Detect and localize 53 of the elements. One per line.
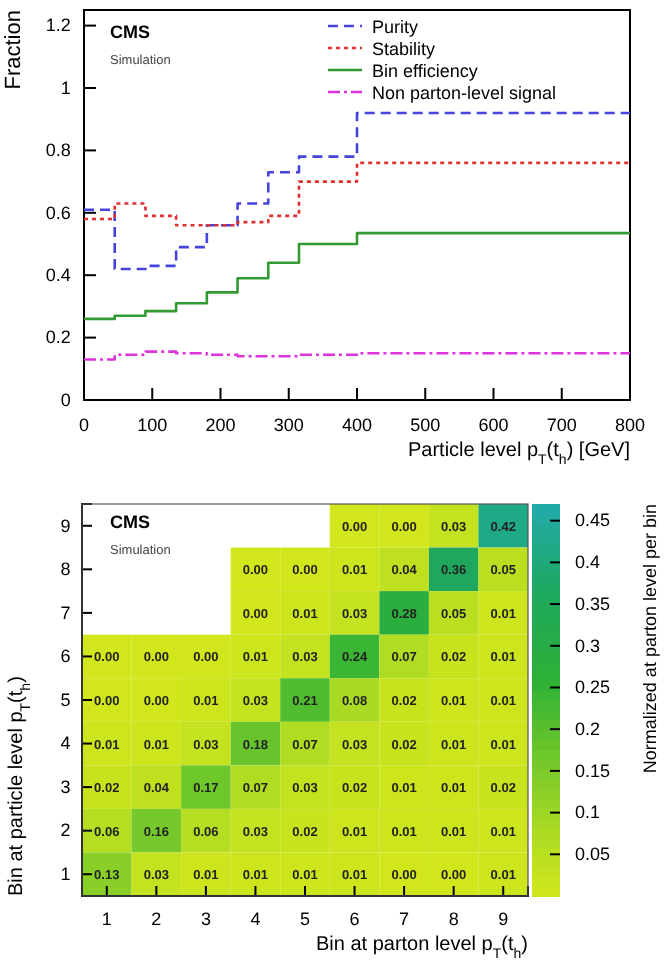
color-bar-label: 0.45 xyxy=(575,510,611,531)
x-tick-label: 600 xyxy=(478,415,509,436)
color-bar-label: 0.25 xyxy=(575,677,611,698)
x-tick-label: 4 xyxy=(250,909,261,930)
x-tick-label: 100 xyxy=(137,415,168,436)
y-tick-label: 1 xyxy=(60,77,71,98)
y-tick-label: 0.2 xyxy=(45,327,71,348)
x-tick-label: 0 xyxy=(78,415,90,436)
color-bar-label: 0.2 xyxy=(575,718,601,739)
y-axis-title: Fraction xyxy=(2,10,26,90)
color-bar-label: 0.4 xyxy=(575,552,601,573)
y-tick-label: 0.8 xyxy=(45,140,71,161)
legend-label: Stability xyxy=(372,39,437,59)
x-tick-label: 500 xyxy=(410,415,441,436)
x-tick-label: 300 xyxy=(273,415,304,436)
y-tick-label: 2 xyxy=(60,820,71,841)
y-tick-label: 8 xyxy=(60,559,71,580)
y-tick-label: 1 xyxy=(60,863,71,884)
legend-label: Non parton-level signal xyxy=(372,83,557,103)
y-tick-label: 7 xyxy=(60,602,71,623)
x-tick-label: 8 xyxy=(448,909,459,930)
y-tick-label: 4 xyxy=(60,733,71,754)
x-tick-label: 1 xyxy=(101,909,112,930)
x-tick-label: 700 xyxy=(546,415,577,436)
y-tick-label: 0 xyxy=(60,389,71,410)
x-axis-title: Particle level p$_{T}$(t$_{h}$) [GeV] xyxy=(407,440,631,467)
y-tick-label: 0.6 xyxy=(45,202,71,223)
x-tick-label: 400 xyxy=(341,415,373,436)
color-bar-label: 0.15 xyxy=(575,760,611,781)
x-tick-label: 7 xyxy=(399,909,410,930)
legend-label: Bin efficiency xyxy=(372,61,479,81)
color-bar-title: Normalized at parton level per bin xyxy=(640,504,660,774)
color-bar-label: 0.05 xyxy=(575,844,611,865)
color-bar-label: 0.3 xyxy=(575,635,601,656)
x-tick-label: 5 xyxy=(299,909,311,930)
legend-label: Purity xyxy=(372,17,420,37)
x-axis-title: Bin at parton level p$_{T}$(t$_{h}$) xyxy=(315,934,528,961)
x-tick-label: 9 xyxy=(498,909,509,930)
y-tick-label: 3 xyxy=(60,776,71,797)
annotation: CMS xyxy=(110,512,150,532)
y-tick-label: 1.2 xyxy=(45,15,71,36)
annotation: CMS xyxy=(110,22,150,42)
x-tick-label: 2 xyxy=(151,909,162,930)
y-tick-label: 5 xyxy=(60,689,71,710)
y-tick-label: 9 xyxy=(60,515,71,536)
x-tick-label: 6 xyxy=(349,909,360,930)
x-tick-label: 200 xyxy=(205,415,236,436)
y-tick-label: 6 xyxy=(60,646,71,667)
color-bar-label: 0.1 xyxy=(575,802,601,823)
y-tick-label: 0.4 xyxy=(45,264,71,285)
x-tick-label: 3 xyxy=(200,909,211,930)
x-tick-label: 800 xyxy=(614,415,646,436)
color-bar-label: 0.35 xyxy=(575,593,611,614)
